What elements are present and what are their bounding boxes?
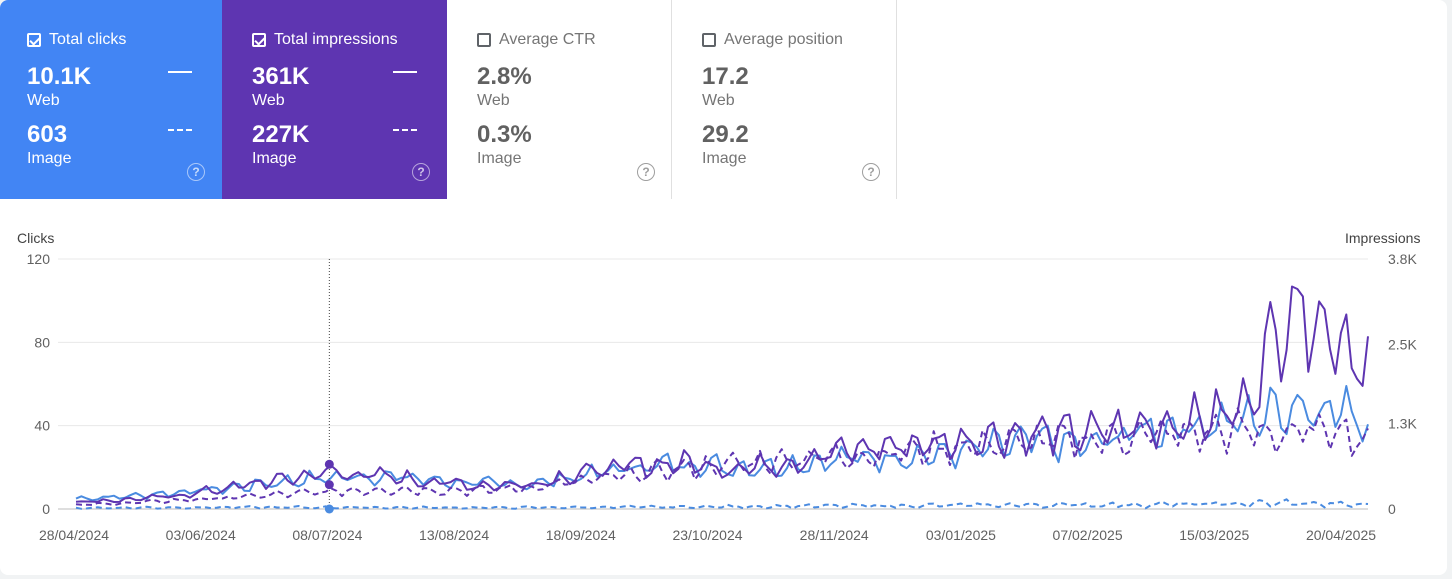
tick-labels: 120 80 40 0 3.8K 2.5K 1.3K 0 28/04/2024 03/06/202… <box>27 251 1418 543</box>
right-tick-label: 2.5K <box>1388 337 1417 353</box>
x-tick-label: 28/04/2024 <box>39 527 109 543</box>
metric-card-header[interactable]: Average CTR <box>477 31 596 49</box>
image-label: Image <box>27 150 72 167</box>
dashed-line-legend-icon <box>393 129 417 131</box>
x-tick-label: 23/10/2024 <box>672 527 742 543</box>
x-tick-label: 07/02/2025 <box>1053 527 1123 543</box>
series-line-impressions-web <box>75 285 1369 503</box>
gridlines <box>58 258 1368 510</box>
metric-card-average-position[interactable]: Average position 17.2 Web 29.2 Image ? <box>672 0 897 199</box>
hover-marker <box>324 259 334 514</box>
x-tick-label: 20/04/2025 <box>1306 527 1376 543</box>
x-tick-label: 03/06/2024 <box>166 527 236 543</box>
x-tick-label: 03/01/2025 <box>926 527 996 543</box>
right-tick-label: 3.8K <box>1388 251 1417 267</box>
metric-label: Average position <box>724 31 843 48</box>
help-icon[interactable]: ? <box>187 163 205 181</box>
right-tick-label: 1.3K <box>1388 415 1417 431</box>
checkbox-average-position[interactable] <box>702 33 716 47</box>
web-value: 361K <box>252 63 310 90</box>
web-label: Web <box>702 92 735 109</box>
image-label: Image <box>702 150 747 167</box>
help-icon[interactable]: ? <box>412 163 430 181</box>
metric-label: Total impressions <box>274 31 398 48</box>
left-tick-label: 120 <box>27 251 51 267</box>
series-line-clicks-image <box>75 498 1369 510</box>
x-tick-label: 15/03/2025 <box>1179 527 1249 543</box>
image-value: 227K <box>252 121 310 148</box>
web-value: 17.2 <box>702 63 749 90</box>
dashed-line-legend-icon <box>168 129 192 131</box>
web-label: Web <box>27 92 60 109</box>
image-label: Image <box>477 150 522 167</box>
series-line-clicks-web <box>75 385 1369 502</box>
right-axis-title: Impressions <box>1345 230 1421 246</box>
checkbox-total-clicks[interactable] <box>27 33 41 47</box>
metric-card-header[interactable]: Average position <box>702 31 843 49</box>
right-tick-label: 0 <box>1388 501 1396 517</box>
metric-card-total-impressions[interactable]: Total impressions 361K Web 227K Image ? <box>222 0 447 199</box>
series-lines <box>75 285 1369 510</box>
x-tick-label: 28/11/2024 <box>800 527 869 543</box>
checkbox-average-ctr[interactable] <box>477 33 491 47</box>
x-tick-label: 08/07/2024 <box>292 527 362 543</box>
metric-cards: Total clicks 10.1K Web 603 Image ? Total… <box>0 0 897 199</box>
help-icon[interactable]: ? <box>637 163 655 181</box>
hover-dot-clicks <box>324 504 334 514</box>
metric-card-header[interactable]: Total clicks <box>27 31 126 49</box>
metric-label: Average CTR <box>499 31 596 48</box>
left-tick-label: 80 <box>34 334 50 350</box>
web-label: Web <box>252 92 285 109</box>
web-label: Web <box>477 92 510 109</box>
metric-card-header[interactable]: Total impressions <box>252 31 398 49</box>
image-value: 29.2 <box>702 121 749 148</box>
hover-dot-impressions-image <box>324 480 334 490</box>
solid-line-legend-icon <box>393 71 417 73</box>
help-icon[interactable]: ? <box>862 163 880 181</box>
x-tick-label: 18/09/2024 <box>546 527 616 543</box>
hover-dot-impressions-web <box>324 459 334 469</box>
image-label: Image <box>252 150 297 167</box>
image-value: 603 <box>27 121 68 148</box>
left-axis-title: Clicks <box>17 230 55 246</box>
series-line-impressions-image <box>75 407 1369 507</box>
x-tick-label: 13/08/2024 <box>419 527 489 543</box>
metric-card-total-clicks[interactable]: Total clicks 10.1K Web 603 Image ? <box>0 0 222 199</box>
left-tick-label: 40 <box>34 418 50 434</box>
metric-card-average-ctr[interactable]: Average CTR 2.8% Web 0.3% Image ? <box>447 0 672 199</box>
left-tick-label: 0 <box>42 501 50 517</box>
checkbox-total-impressions[interactable] <box>252 33 266 47</box>
web-value: 10.1K <box>27 63 92 90</box>
web-value: 2.8% <box>477 63 532 90</box>
metric-label: Total clicks <box>49 31 127 48</box>
solid-line-legend-icon <box>168 71 192 73</box>
image-value: 0.3% <box>477 121 532 148</box>
